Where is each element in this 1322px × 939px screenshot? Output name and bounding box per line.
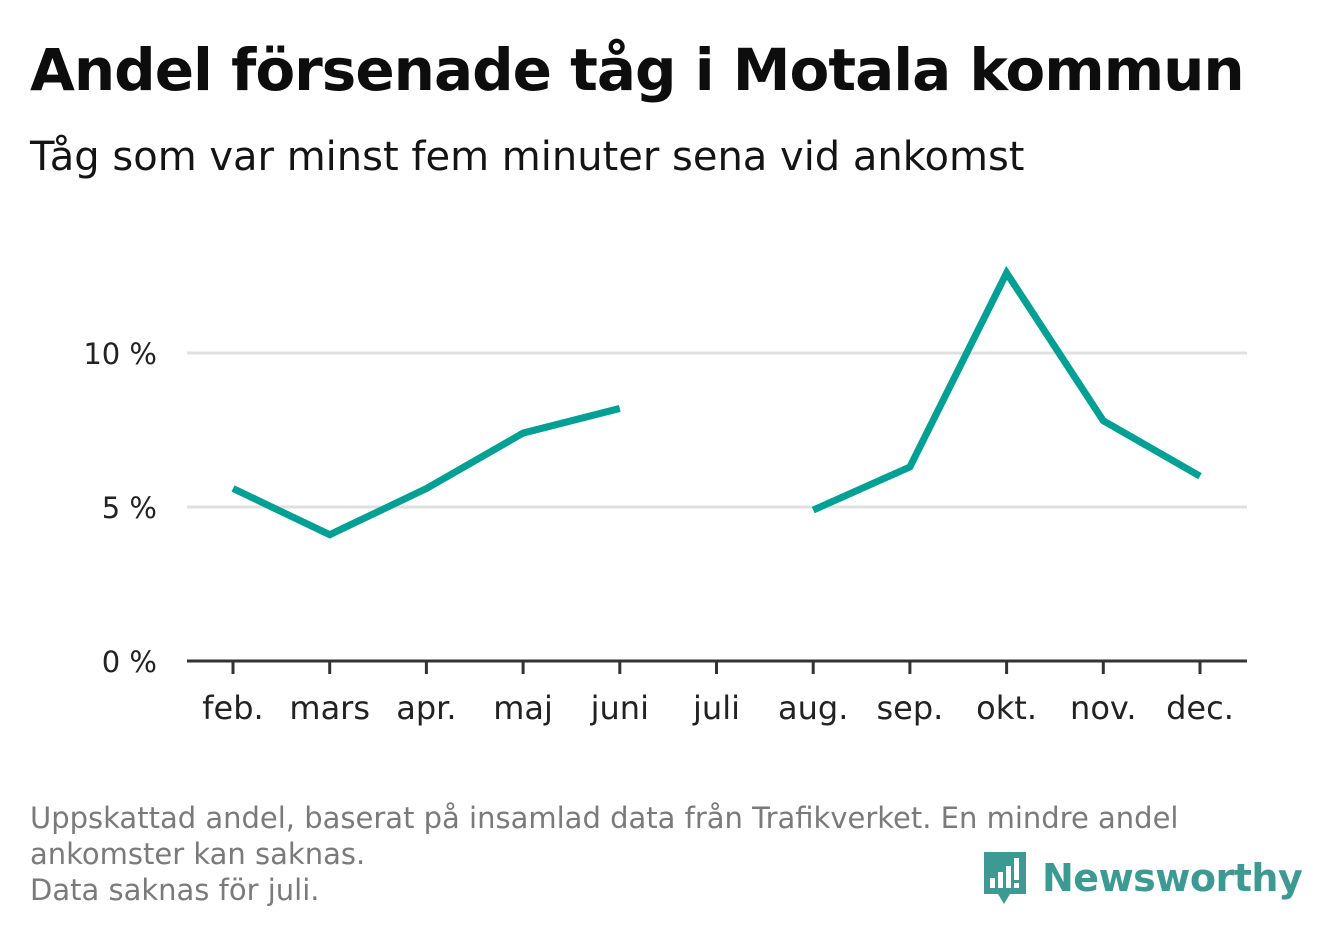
x-axis-labels: feb. mars apr. maj juni juli aug. sep. okt. nov. d… xyxy=(202,689,1234,727)
series-line-segment-2 xyxy=(811,265,1202,514)
chart-subtitle: Tåg som var minst fem minuter sena vid a… xyxy=(30,134,1025,180)
line-chart: 0 % 5 % 10 % feb. mars apr. maj juni juli aug. se… xyxy=(83,265,1247,727)
x-tick-label: juli xyxy=(692,689,740,727)
y-axis-labels: 0 % 5 % 10 % xyxy=(83,337,157,679)
x-tick-label: mars xyxy=(289,689,370,727)
newsworthy-logo-icon xyxy=(984,852,1026,904)
brand-name: Newsworthy xyxy=(1042,856,1303,900)
y-tick-label: 0 % xyxy=(102,645,157,679)
series-line-segment-1 xyxy=(231,405,621,539)
brand-logo[interactable]: Newsworthy xyxy=(980,848,1303,908)
y-tick-label: 10 % xyxy=(83,337,157,371)
y-tick-label: 5 % xyxy=(102,491,157,525)
data-lines xyxy=(231,265,1202,539)
footnote-line-2: ankomster kan saknas. xyxy=(30,837,366,871)
footnote-line-1: Uppskattad andel, baserat på insamlad da… xyxy=(30,801,1179,835)
x-tick-label: juni xyxy=(590,689,649,727)
x-tick-label: okt. xyxy=(976,689,1037,727)
footnote-line-3: Data saknas för juli. xyxy=(30,873,320,907)
x-tick-label: maj xyxy=(493,689,553,727)
x-tick-label: dec. xyxy=(1166,689,1234,727)
x-tick-label: nov. xyxy=(1070,689,1136,727)
footnote: Uppskattad andel, baserat på insamlad da… xyxy=(30,800,1280,908)
x-tick-label: apr. xyxy=(396,689,456,727)
x-tick-label: aug. xyxy=(778,689,848,727)
x-tick-label: feb. xyxy=(202,689,263,727)
x-axis xyxy=(187,659,1247,674)
chart-title: Andel försenade tåg i Motala kommun xyxy=(30,36,1245,104)
grid-layer xyxy=(187,351,1247,509)
x-tick-label: sep. xyxy=(876,689,943,727)
